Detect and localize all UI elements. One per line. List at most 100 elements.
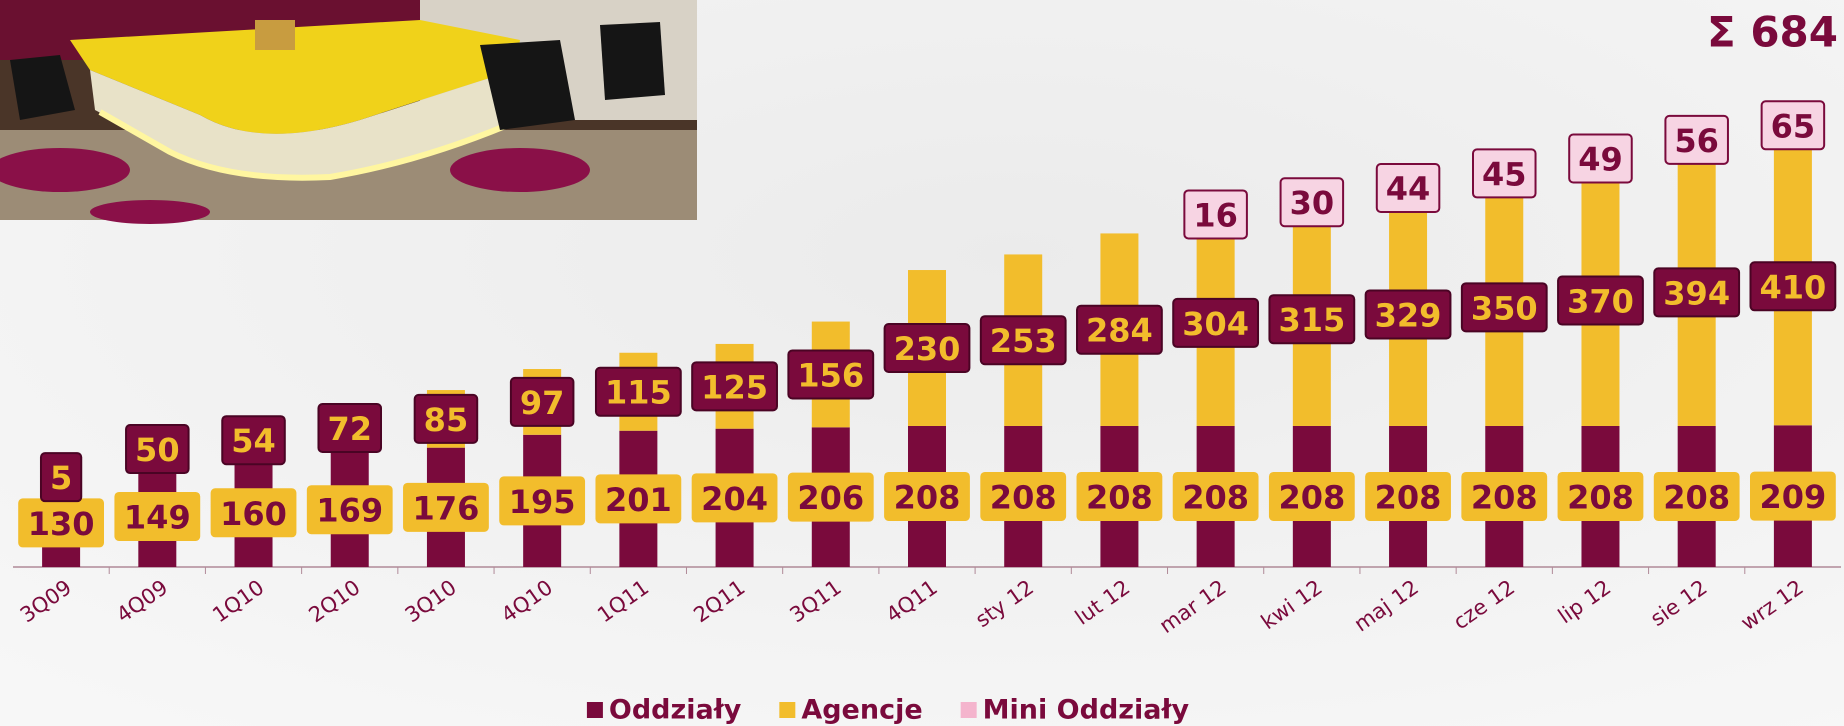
data-label-text: 208: [1471, 478, 1538, 516]
legend-label: Mini Oddziały: [983, 695, 1190, 726]
data-label: 149: [115, 492, 200, 540]
data-label-text: 115: [605, 374, 672, 412]
data-label-text: 72: [327, 410, 372, 448]
data-label: 209: [1750, 472, 1835, 520]
data-label-text: 284: [1086, 312, 1153, 350]
data-label-text: 49: [1578, 141, 1623, 179]
legend-label: Oddziały: [609, 695, 742, 726]
data-label: 65: [1762, 101, 1825, 149]
data-label-text: 30: [1290, 184, 1335, 222]
data-label: 230: [885, 324, 970, 372]
legend-swatch: [779, 702, 795, 718]
data-label: 44: [1377, 164, 1440, 212]
data-label-text: 410: [1759, 268, 1826, 306]
annotation: Σ 684: [1707, 8, 1838, 57]
data-label-text: 208: [1086, 478, 1153, 516]
data-label-text: 44: [1386, 170, 1431, 208]
data-label-text: 156: [797, 356, 864, 394]
data-label-text: 56: [1674, 122, 1719, 160]
data-label-text: 253: [990, 322, 1057, 360]
data-label: 30: [1281, 178, 1344, 226]
data-label: 208: [1558, 472, 1643, 520]
data-label: 169: [307, 486, 392, 534]
photo: [0, 0, 697, 224]
data-label-text: 394: [1663, 274, 1730, 312]
data-label: 208: [885, 472, 970, 520]
chart: Σ 684 3Q0913054Q09149501Q10160542Q101697…: [0, 0, 1844, 726]
data-label-text: 176: [413, 489, 480, 527]
data-label: 284: [1077, 306, 1162, 354]
data-label: 45: [1473, 149, 1536, 197]
data-label: 156: [788, 350, 873, 398]
data-label: 350: [1462, 283, 1547, 331]
data-label-text: 169: [316, 492, 383, 530]
data-label-text: 370: [1567, 283, 1634, 321]
data-label: 201: [596, 475, 681, 523]
data-label: 130: [19, 499, 104, 547]
data-label-text: 130: [28, 505, 95, 543]
data-label: 176: [404, 483, 489, 531]
data-label: 208: [1077, 472, 1162, 520]
data-label: 208: [1462, 472, 1547, 520]
data-label: 49: [1569, 135, 1632, 183]
legend-swatch: [961, 702, 977, 718]
data-label-text: 65: [1771, 107, 1816, 145]
data-label-text: 201: [605, 481, 672, 519]
data-label: 208: [1173, 472, 1258, 520]
data-label-text: 54: [231, 422, 276, 460]
data-label-text: 304: [1182, 305, 1249, 343]
page: {"chart_data": {"type": "bar", "stacked"…: [0, 0, 1844, 726]
data-label: 315: [1269, 295, 1354, 343]
data-label-text: 16: [1193, 196, 1238, 234]
data-label: 85: [415, 395, 478, 443]
data-label: 204: [692, 474, 777, 522]
data-label: 5: [41, 453, 81, 501]
legend: Oddziały Agencje Mini Oddziały: [587, 695, 1190, 726]
data-label: 370: [1558, 277, 1643, 325]
data-label-text: 208: [1182, 478, 1249, 516]
data-label-text: 329: [1375, 296, 1442, 334]
data-label-text: 208: [1375, 478, 1442, 516]
data-label: 16: [1184, 190, 1247, 238]
data-label-text: 97: [520, 384, 565, 422]
data-label: 410: [1750, 262, 1835, 310]
data-label: 72: [318, 404, 381, 452]
data-label-text: 5: [50, 459, 72, 497]
data-label: 195: [500, 477, 585, 525]
data-label: 160: [211, 489, 296, 537]
data-label: 56: [1665, 116, 1728, 164]
data-label: 208: [1654, 472, 1739, 520]
data-label-text: 160: [220, 495, 287, 533]
data-label-text: 204: [701, 480, 768, 518]
data-label-text: 208: [1278, 478, 1345, 516]
data-label: 394: [1654, 268, 1739, 316]
data-label: 253: [981, 316, 1066, 364]
data-label-text: 149: [124, 498, 191, 536]
data-label: 208: [1366, 472, 1451, 520]
data-label-text: 125: [701, 368, 768, 406]
data-label: 206: [788, 473, 873, 521]
data-label: 115: [596, 368, 681, 416]
data-label: 50: [126, 425, 189, 473]
data-label: 329: [1366, 290, 1451, 338]
data-label-text: 208: [1663, 478, 1730, 516]
data-label-text: 85: [424, 401, 469, 439]
data-label: 208: [981, 472, 1066, 520]
data-label-text: 45: [1482, 155, 1527, 193]
data-label: 125: [692, 362, 777, 410]
data-label-text: 208: [990, 478, 1057, 516]
data-label: 304: [1173, 299, 1258, 347]
data-label-text: 209: [1759, 478, 1826, 516]
data-label-text: 350: [1471, 289, 1538, 327]
data-label-text: 206: [797, 479, 864, 517]
data-label-text: 208: [1567, 478, 1634, 516]
data-label-text: 195: [509, 483, 576, 521]
data-label: 208: [1269, 472, 1354, 520]
legend-label: Agencje: [801, 695, 922, 726]
data-label: 54: [222, 416, 285, 464]
data-label-text: 315: [1278, 301, 1345, 339]
data-label-text: 208: [894, 478, 961, 516]
legend-swatch: [587, 702, 603, 718]
data-label-text: 50: [135, 431, 180, 469]
data-label-text: 230: [894, 330, 961, 368]
